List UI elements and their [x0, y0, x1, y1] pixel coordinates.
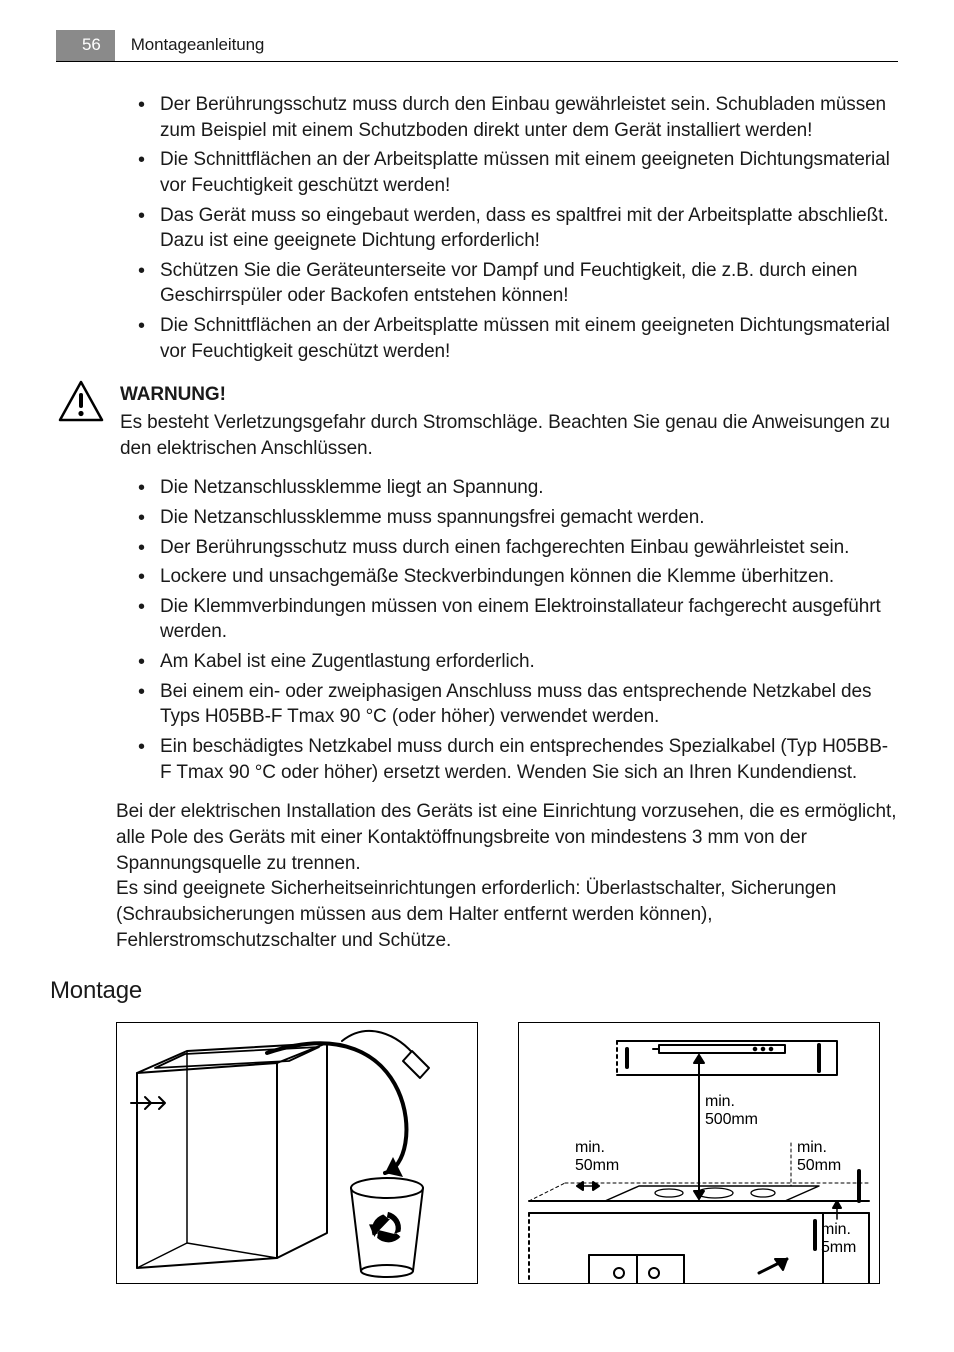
list-item: Am Kabel ist eine Zugentlastung erforder…	[138, 649, 898, 675]
warning-title: WARNUNG!	[120, 382, 898, 408]
list-item: Die Netzanschlussklemme liegt an Spannun…	[138, 475, 898, 501]
list-item: Ein beschädigtes Netzkabel muss durch ei…	[138, 734, 898, 785]
list-item: Bei einem ein- oder zweiphasigen Anschlu…	[138, 679, 898, 730]
section-heading: Montage	[50, 975, 898, 1007]
list-item: Der Berührungsschutz muss durch einen fa…	[138, 535, 898, 561]
list-item: Die Schnittflächen an der Arbeitsplatte …	[138, 147, 898, 198]
page-number: 56	[82, 34, 101, 57]
instructions-list-2: Die Netzanschlussklemme liegt an Spannun…	[56, 475, 898, 785]
list-item: Die Schnittflächen an der Arbeitsplatte …	[138, 313, 898, 364]
clearance-label-top: min.500mm	[705, 1093, 758, 1130]
instructions-list-1: Der Berührungsschutz muss durch den Einb…	[56, 92, 898, 364]
clearance-label-right: min.50mm	[797, 1139, 841, 1176]
warning-text: Es besteht Verletzungsgefahr durch Strom…	[120, 410, 898, 461]
header: 56 Montageanleitung	[56, 30, 898, 62]
warning-body: WARNUNG! Es besteht Verletzungsgefahr du…	[120, 382, 898, 461]
list-item: Der Berührungsschutz muss durch den Einb…	[138, 92, 898, 143]
warning-block: WARNUNG! Es besteht Verletzungsgefahr du…	[56, 382, 898, 461]
page-number-box: 56	[56, 30, 115, 61]
list-item: Lockere und unsachgemäße Steckverbindung…	[138, 564, 898, 590]
list-item: Die Netzanschlussklemme muss spannungsfr…	[138, 505, 898, 531]
clearance-label-bottom: min.5mm	[821, 1221, 856, 1258]
page: 56 Montageanleitung Der Berührungsschutz…	[0, 0, 954, 1324]
after-list-paragraph: Bei der elektrischen Installation des Ge…	[56, 799, 898, 953]
clearance-label-left: min.50mm	[575, 1139, 619, 1176]
header-title: Montageanleitung	[115, 30, 265, 61]
warning-icon	[58, 380, 104, 430]
list-item: Das Gerät muss so eingebaut werden, dass…	[138, 203, 898, 254]
figure-cabinet-dispose	[116, 1022, 478, 1284]
content: Der Berührungsschutz muss durch den Einb…	[56, 92, 898, 1284]
list-item: Schützen Sie die Geräteunterseite vor Da…	[138, 258, 898, 309]
figure-clearances: min.50mm min.500mm min.50mm min.5mm	[518, 1022, 880, 1284]
figures-row: min.50mm min.500mm min.50mm min.5mm	[56, 1022, 898, 1284]
list-item: Die Klemmverbindungen müssen von einem E…	[138, 594, 898, 645]
